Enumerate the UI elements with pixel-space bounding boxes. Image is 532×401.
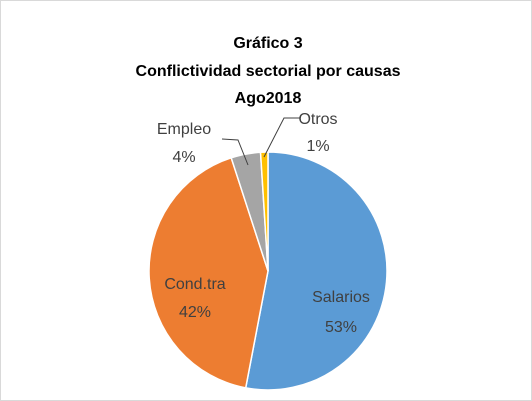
- chart-title: Ago2018: [235, 90, 302, 107]
- pie-slice: [259, 151, 269, 272]
- chart-title: Conflictividad sectorial por causas: [136, 63, 401, 80]
- pie-slice: [244, 151, 388, 391]
- slice-label: Otros: [298, 111, 337, 128]
- slice-label: Empleo: [157, 121, 211, 138]
- slice-label: Cond.tra: [164, 276, 225, 293]
- chart-title: Gráfico 3: [233, 35, 302, 52]
- pie-slice: [148, 156, 269, 389]
- slice-value-label: 1%: [306, 138, 329, 155]
- slice-value-label: 53%: [325, 319, 357, 336]
- leader-line: [263, 117, 300, 158]
- slice-value-label: 4%: [172, 149, 195, 166]
- slice-value-label: 42%: [179, 304, 211, 321]
- leader-line: [221, 138, 249, 166]
- slice-label: Salarios: [312, 289, 370, 306]
